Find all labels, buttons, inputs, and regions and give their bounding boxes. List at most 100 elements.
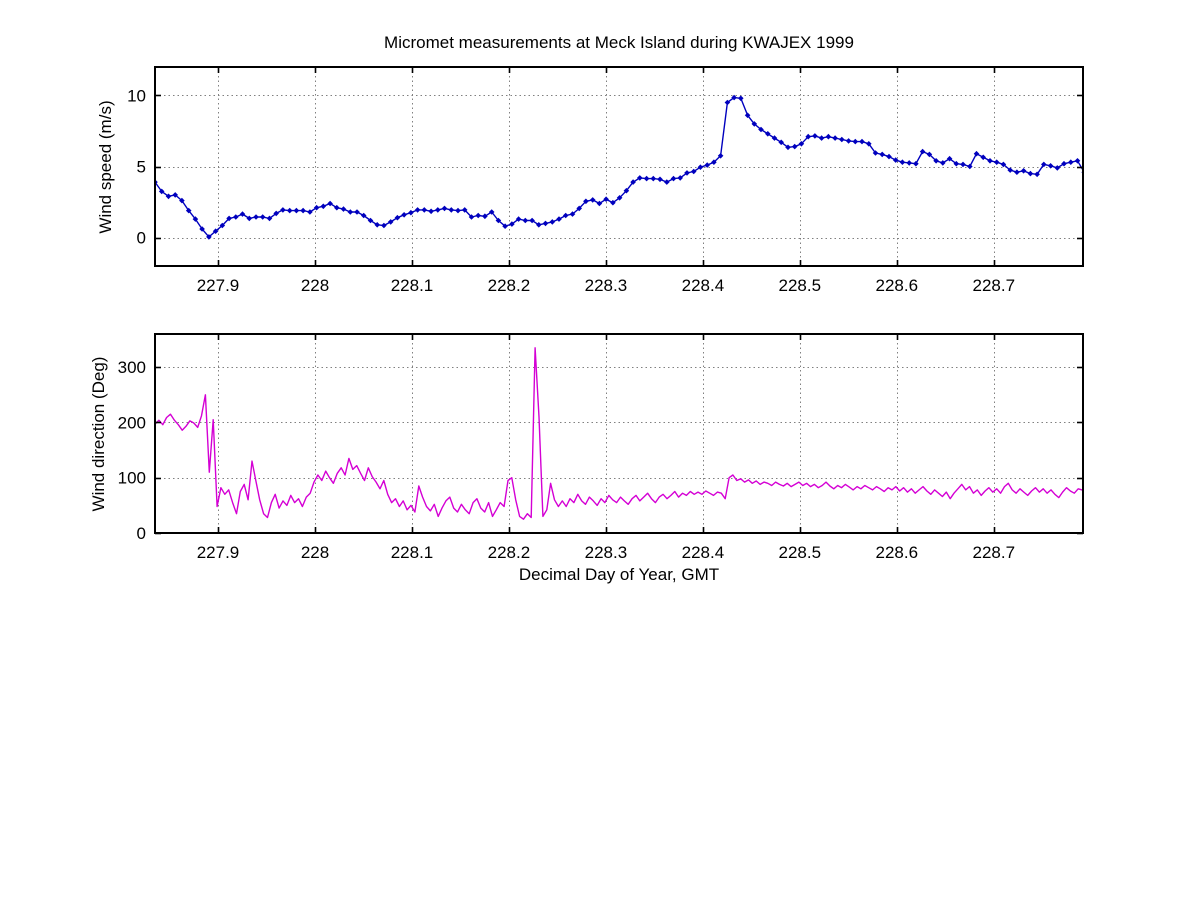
data-point-marker: [206, 234, 212, 240]
data-point-marker: [374, 222, 380, 228]
x-tick-label: 228.3: [585, 543, 628, 562]
data-point-marker: [946, 155, 953, 162]
data-point-marker: [596, 200, 603, 207]
data-point-marker: [583, 198, 589, 205]
data-point-marker: [1034, 171, 1040, 178]
data-point-marker: [697, 164, 704, 170]
data-point-marker: [542, 220, 549, 227]
data-point-marker: [556, 216, 562, 222]
data-point-marker: [785, 144, 791, 151]
data-point-marker: [455, 207, 461, 214]
figure-title: Micromet measurements at Meck Island dur…: [384, 33, 854, 52]
data-point-marker: [758, 126, 764, 133]
data-point-marker: [845, 138, 852, 144]
data-point-marker: [165, 193, 172, 200]
data-point-marker: [980, 154, 986, 161]
data-point-marker: [778, 139, 784, 146]
data-point-marker: [179, 197, 185, 204]
data-point-marker: [408, 209, 414, 216]
data-point-marker: [239, 211, 246, 217]
data-point-marker: [192, 216, 199, 222]
x-tick-labels: 227.9 228 228.1 228.2 228.3 228.4 228.5 228.6 22…: [197, 543, 1015, 562]
data-point-marker: [536, 222, 542, 228]
data-point-marker: [495, 217, 502, 224]
data-point-marker: [818, 135, 825, 141]
x-tick-label: 228.6: [876, 276, 919, 295]
wind-speed-axes-box: [154, 66, 1084, 267]
wind-direction-line: [155, 347, 1083, 520]
data-point-marker: [1054, 165, 1061, 171]
tick-marks: [155, 334, 1083, 535]
x-tick-label: 228.5: [779, 276, 822, 295]
y-tick-label: 0: [137, 229, 146, 248]
data-point-marker: [670, 175, 677, 182]
data-point-marker: [185, 207, 192, 214]
data-point-marker: [428, 208, 434, 215]
data-point-marker: [448, 207, 455, 213]
data-point-marker: [751, 121, 758, 127]
data-point-marker: [1020, 168, 1027, 174]
data-point-marker: [899, 159, 906, 165]
x-tick-label: 228.1: [391, 276, 434, 295]
data-point-marker: [677, 175, 683, 181]
data-point-marker: [812, 133, 818, 139]
data-point-marker: [704, 162, 710, 168]
data-point-marker: [367, 217, 374, 224]
data-point-marker: [199, 226, 205, 232]
data-point-marker: [502, 223, 508, 229]
data-point-marker: [219, 222, 226, 229]
y-tick-label: 10: [127, 86, 146, 105]
data-point-marker: [562, 212, 569, 219]
y-tick-labels: 0 5 10: [127, 86, 146, 247]
data-point-marker: [347, 209, 354, 215]
data-point-marker: [414, 207, 421, 213]
grid-lines: [155, 67, 1083, 266]
data-point-marker: [953, 160, 960, 167]
data-point-marker: [724, 99, 731, 106]
x-tick-label: 228.2: [488, 276, 531, 295]
data-point-marker: [1000, 161, 1007, 168]
data-point-marker: [246, 215, 253, 222]
x-tick-label: 228.6: [876, 543, 919, 562]
x-tick-label: 228: [301, 543, 329, 562]
data-point-marker: [771, 135, 778, 141]
y-tick-label: 100: [118, 469, 146, 488]
data-point-marker: [926, 151, 933, 158]
x-tick-label: 227.9: [197, 276, 240, 295]
data-point-marker: [650, 175, 657, 182]
data-point-marker: [1068, 159, 1074, 165]
data-point-marker: [381, 222, 387, 229]
data-point-marker: [1061, 160, 1067, 167]
tick-marks: [155, 67, 1083, 266]
x-tick-labels: 227.9 228 228.1 228.2 228.3 228.4 228.5 228.6 22…: [197, 276, 1015, 295]
x-tick-label: 228.4: [682, 276, 725, 295]
x-tick-label: 228.4: [682, 543, 725, 562]
y-tick-label: 0: [137, 524, 146, 543]
data-point-marker: [320, 203, 327, 210]
data-point-marker: [643, 175, 650, 182]
data-point-marker: [394, 214, 401, 221]
data-point-marker: [623, 187, 630, 194]
data-point-marker: [327, 200, 333, 207]
data-point-marker: [307, 209, 313, 215]
data-point-marker: [1007, 167, 1013, 173]
wind-speed-plot: 227.9 228 228.1 228.2 228.3 228.4 228.5 228.6 22…: [127, 66, 1084, 295]
data-point-marker: [637, 175, 643, 181]
data-point-marker: [158, 188, 165, 195]
data-point-marker: [960, 161, 966, 168]
data-point-marker: [859, 138, 865, 145]
data-point-marker: [468, 214, 475, 220]
data-point-marker: [913, 160, 919, 167]
wind-direction-axes-box: [154, 333, 1084, 534]
data-point-marker: [515, 216, 522, 222]
data-point-marker: [212, 228, 219, 234]
data-point-marker: [832, 135, 838, 141]
data-point-marker: [684, 170, 690, 176]
data-point-marker: [441, 205, 448, 212]
data-point-marker: [286, 207, 293, 214]
y-tick-label: 200: [118, 413, 146, 432]
data-point-marker: [313, 204, 320, 211]
data-point-marker: [711, 159, 717, 165]
